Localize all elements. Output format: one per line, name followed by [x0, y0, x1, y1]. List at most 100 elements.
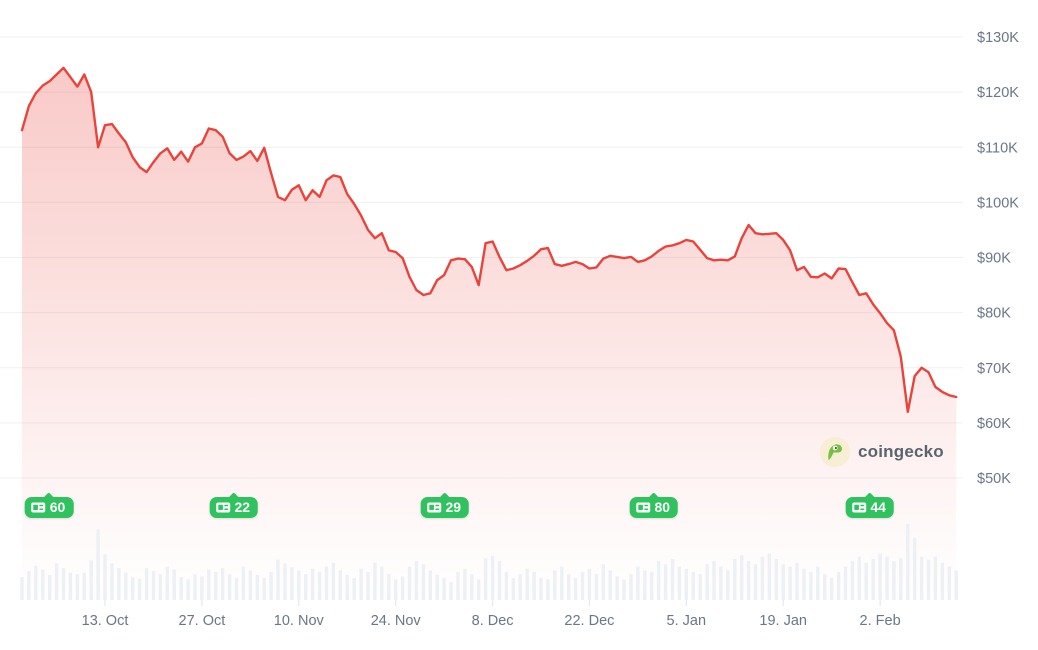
- volume-bar: [186, 579, 190, 600]
- volume-bar: [560, 566, 564, 600]
- x-axis-label: 24. Nov: [371, 613, 422, 629]
- volume-bar: [926, 559, 931, 600]
- volume-bar: [919, 556, 924, 600]
- volume-bar: [788, 566, 792, 600]
- volume-bar: [41, 569, 45, 600]
- volume-bar: [221, 568, 225, 600]
- newspaper-icon: [636, 501, 651, 514]
- volume-bar: [477, 579, 481, 600]
- volume-bar: [539, 578, 543, 600]
- volume-bar: [269, 571, 273, 600]
- volume-bar: [608, 570, 612, 600]
- volume-bar: [670, 559, 675, 600]
- news-count-badge[interactable]: 44: [845, 497, 894, 518]
- volume-bar: [726, 570, 730, 600]
- y-axis-label: $130K: [977, 30, 1019, 46]
- volume-bar: [871, 559, 875, 600]
- volume-bar: [892, 561, 896, 600]
- volume-bar: [878, 553, 882, 600]
- volume-bar: [940, 562, 945, 600]
- volume-bar: [470, 574, 474, 600]
- volume-bar: [913, 537, 917, 600]
- volume-bar: [809, 571, 813, 600]
- volume-bar: [802, 568, 806, 600]
- volume-bar: [816, 566, 820, 600]
- volume-bar: [89, 560, 93, 600]
- news-count-badge[interactable]: 29: [420, 497, 470, 518]
- coingecko-logo-icon: [820, 437, 850, 467]
- volume-bar: [567, 574, 571, 600]
- volume-bar: [366, 571, 370, 600]
- volume-bar: [781, 564, 785, 600]
- volume-bar: [304, 574, 308, 600]
- news-count: 22: [234, 499, 251, 515]
- news-count: 44: [870, 499, 886, 515]
- volume-bar: [746, 561, 751, 600]
- volume-bar: [504, 571, 509, 600]
- volume-bar: [733, 559, 737, 600]
- volume-bar: [864, 562, 868, 600]
- volume-bar: [380, 566, 384, 600]
- volume-bar: [317, 571, 322, 600]
- volume-bar: [165, 566, 169, 600]
- news-count: 80: [654, 499, 671, 515]
- volume-bar: [172, 569, 176, 600]
- volume-bar: [421, 564, 426, 600]
- volume-bar: [899, 558, 903, 600]
- y-axis-label: $120K: [977, 85, 1019, 101]
- volume-bar: [297, 570, 301, 600]
- volume-bar: [179, 577, 183, 600]
- volume-bar: [144, 568, 149, 600]
- volume-bar: [518, 574, 522, 600]
- volume-bar: [795, 562, 799, 600]
- volume-bar: [643, 570, 647, 600]
- y-axis-label: $90K: [977, 251, 1011, 267]
- volume-bar: [262, 578, 266, 600]
- news-count-badge[interactable]: 60: [24, 497, 74, 518]
- newspaper-icon: [427, 501, 442, 514]
- volume-bar: [68, 572, 73, 600]
- y-axis-label: $50K: [977, 471, 1011, 487]
- volume-bar: [774, 559, 778, 600]
- volume-bar: [580, 571, 585, 600]
- volume-bar: [836, 571, 841, 600]
- volume-bar: [110, 563, 114, 600]
- volume-bar: [449, 581, 453, 600]
- y-axis-label: $70K: [977, 361, 1011, 377]
- volume-bar: [248, 570, 253, 600]
- volume-bar: [414, 561, 419, 600]
- y-axis-label: $110K: [977, 140, 1018, 156]
- volume-bar: [497, 561, 502, 600]
- volume-bar: [553, 570, 557, 600]
- volume-bar: [719, 566, 723, 600]
- x-axis-label: 10. Nov: [274, 613, 325, 629]
- volume-bar: [442, 578, 446, 600]
- newspaper-icon: [31, 501, 46, 514]
- volume-bar: [394, 579, 398, 600]
- volume-bar: [601, 564, 605, 600]
- news-count-badge[interactable]: 80: [629, 497, 679, 518]
- volume-bar: [61, 568, 66, 600]
- volume-bar: [276, 559, 280, 600]
- y-axis-label: $60K: [977, 416, 1011, 432]
- volume-bar: [428, 570, 432, 600]
- x-axis-label: 8. Dec: [472, 613, 514, 629]
- volume-bar: [525, 568, 529, 600]
- volume-bar: [629, 574, 633, 600]
- news-count: 29: [445, 499, 462, 515]
- coingecko-watermark: coingecko: [820, 436, 944, 468]
- news-count-badge[interactable]: 22: [209, 497, 259, 518]
- volume-bar: [933, 556, 938, 600]
- volume-bar: [456, 571, 460, 600]
- x-axis-label: 27. Oct: [179, 613, 226, 629]
- volume-bar: [435, 574, 439, 600]
- y-axis-label: $80K: [977, 306, 1011, 322]
- x-axis-label: 22. Dec: [564, 613, 614, 629]
- volume-bar: [483, 558, 488, 600]
- volume-bar: [615, 576, 619, 600]
- volume-bar: [712, 561, 716, 600]
- volume-bar: [463, 568, 467, 600]
- volume-bar: [823, 574, 827, 600]
- volume-bar: [207, 569, 211, 600]
